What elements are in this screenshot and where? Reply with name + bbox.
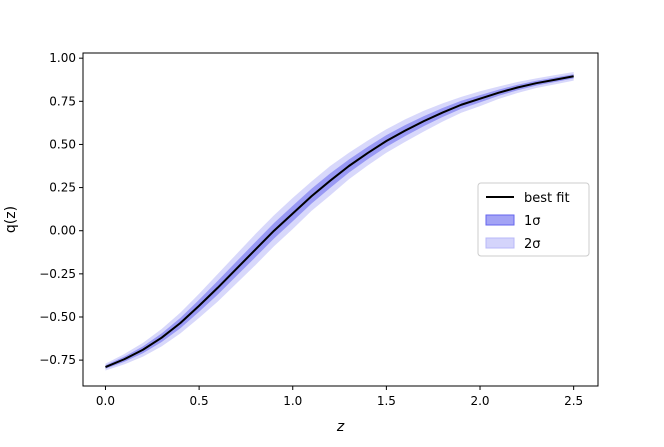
x-tick-label: 0.0 — [96, 394, 115, 408]
best-fit-line — [105, 75, 574, 368]
x-tick-label: 2.5 — [564, 394, 583, 408]
legend: best fit 1σ 2σ — [477, 182, 590, 257]
legend-sigma1-label: 1σ — [524, 214, 541, 229]
plot-area-frame — [82, 52, 599, 387]
x-axis-ticks: 0.0 0.5 1.0 1.5 2.0 2.5 — [96, 386, 583, 408]
legend-sigma2-swatch — [485, 237, 515, 249]
y-tick-label: 0.50 — [49, 137, 76, 151]
confidence-bands — [105, 71, 574, 371]
x-axis-label: z — [336, 419, 345, 435]
x-tick-label: 1.0 — [283, 394, 302, 408]
sigma2-band — [105, 71, 574, 371]
y-tick-label: 0.25 — [49, 181, 76, 195]
legend-sigma2-label: 2σ — [524, 237, 541, 252]
legend-sigma1-swatch — [485, 214, 515, 226]
y-tick-label: −0.25 — [39, 267, 76, 281]
legend-best-fit-label: best fit — [524, 191, 570, 206]
y-axis-ticks: −0.75 −0.50 −0.25 0.00 0.25 0.50 0.75 1.00 — [39, 51, 83, 367]
y-axis-label: q(z) — [3, 206, 19, 233]
y-tick-label: 0.00 — [49, 224, 76, 238]
series-lines — [105, 75, 574, 368]
y-tick-label: 0.75 — [49, 94, 76, 108]
y-tick-label: −0.50 — [39, 310, 76, 324]
x-tick-label: 0.5 — [190, 394, 209, 408]
y-tick-label: 1.00 — [49, 51, 76, 65]
y-tick-label: −0.75 — [39, 353, 76, 367]
x-tick-label: 1.5 — [377, 394, 396, 408]
x-tick-label: 2.0 — [470, 394, 489, 408]
